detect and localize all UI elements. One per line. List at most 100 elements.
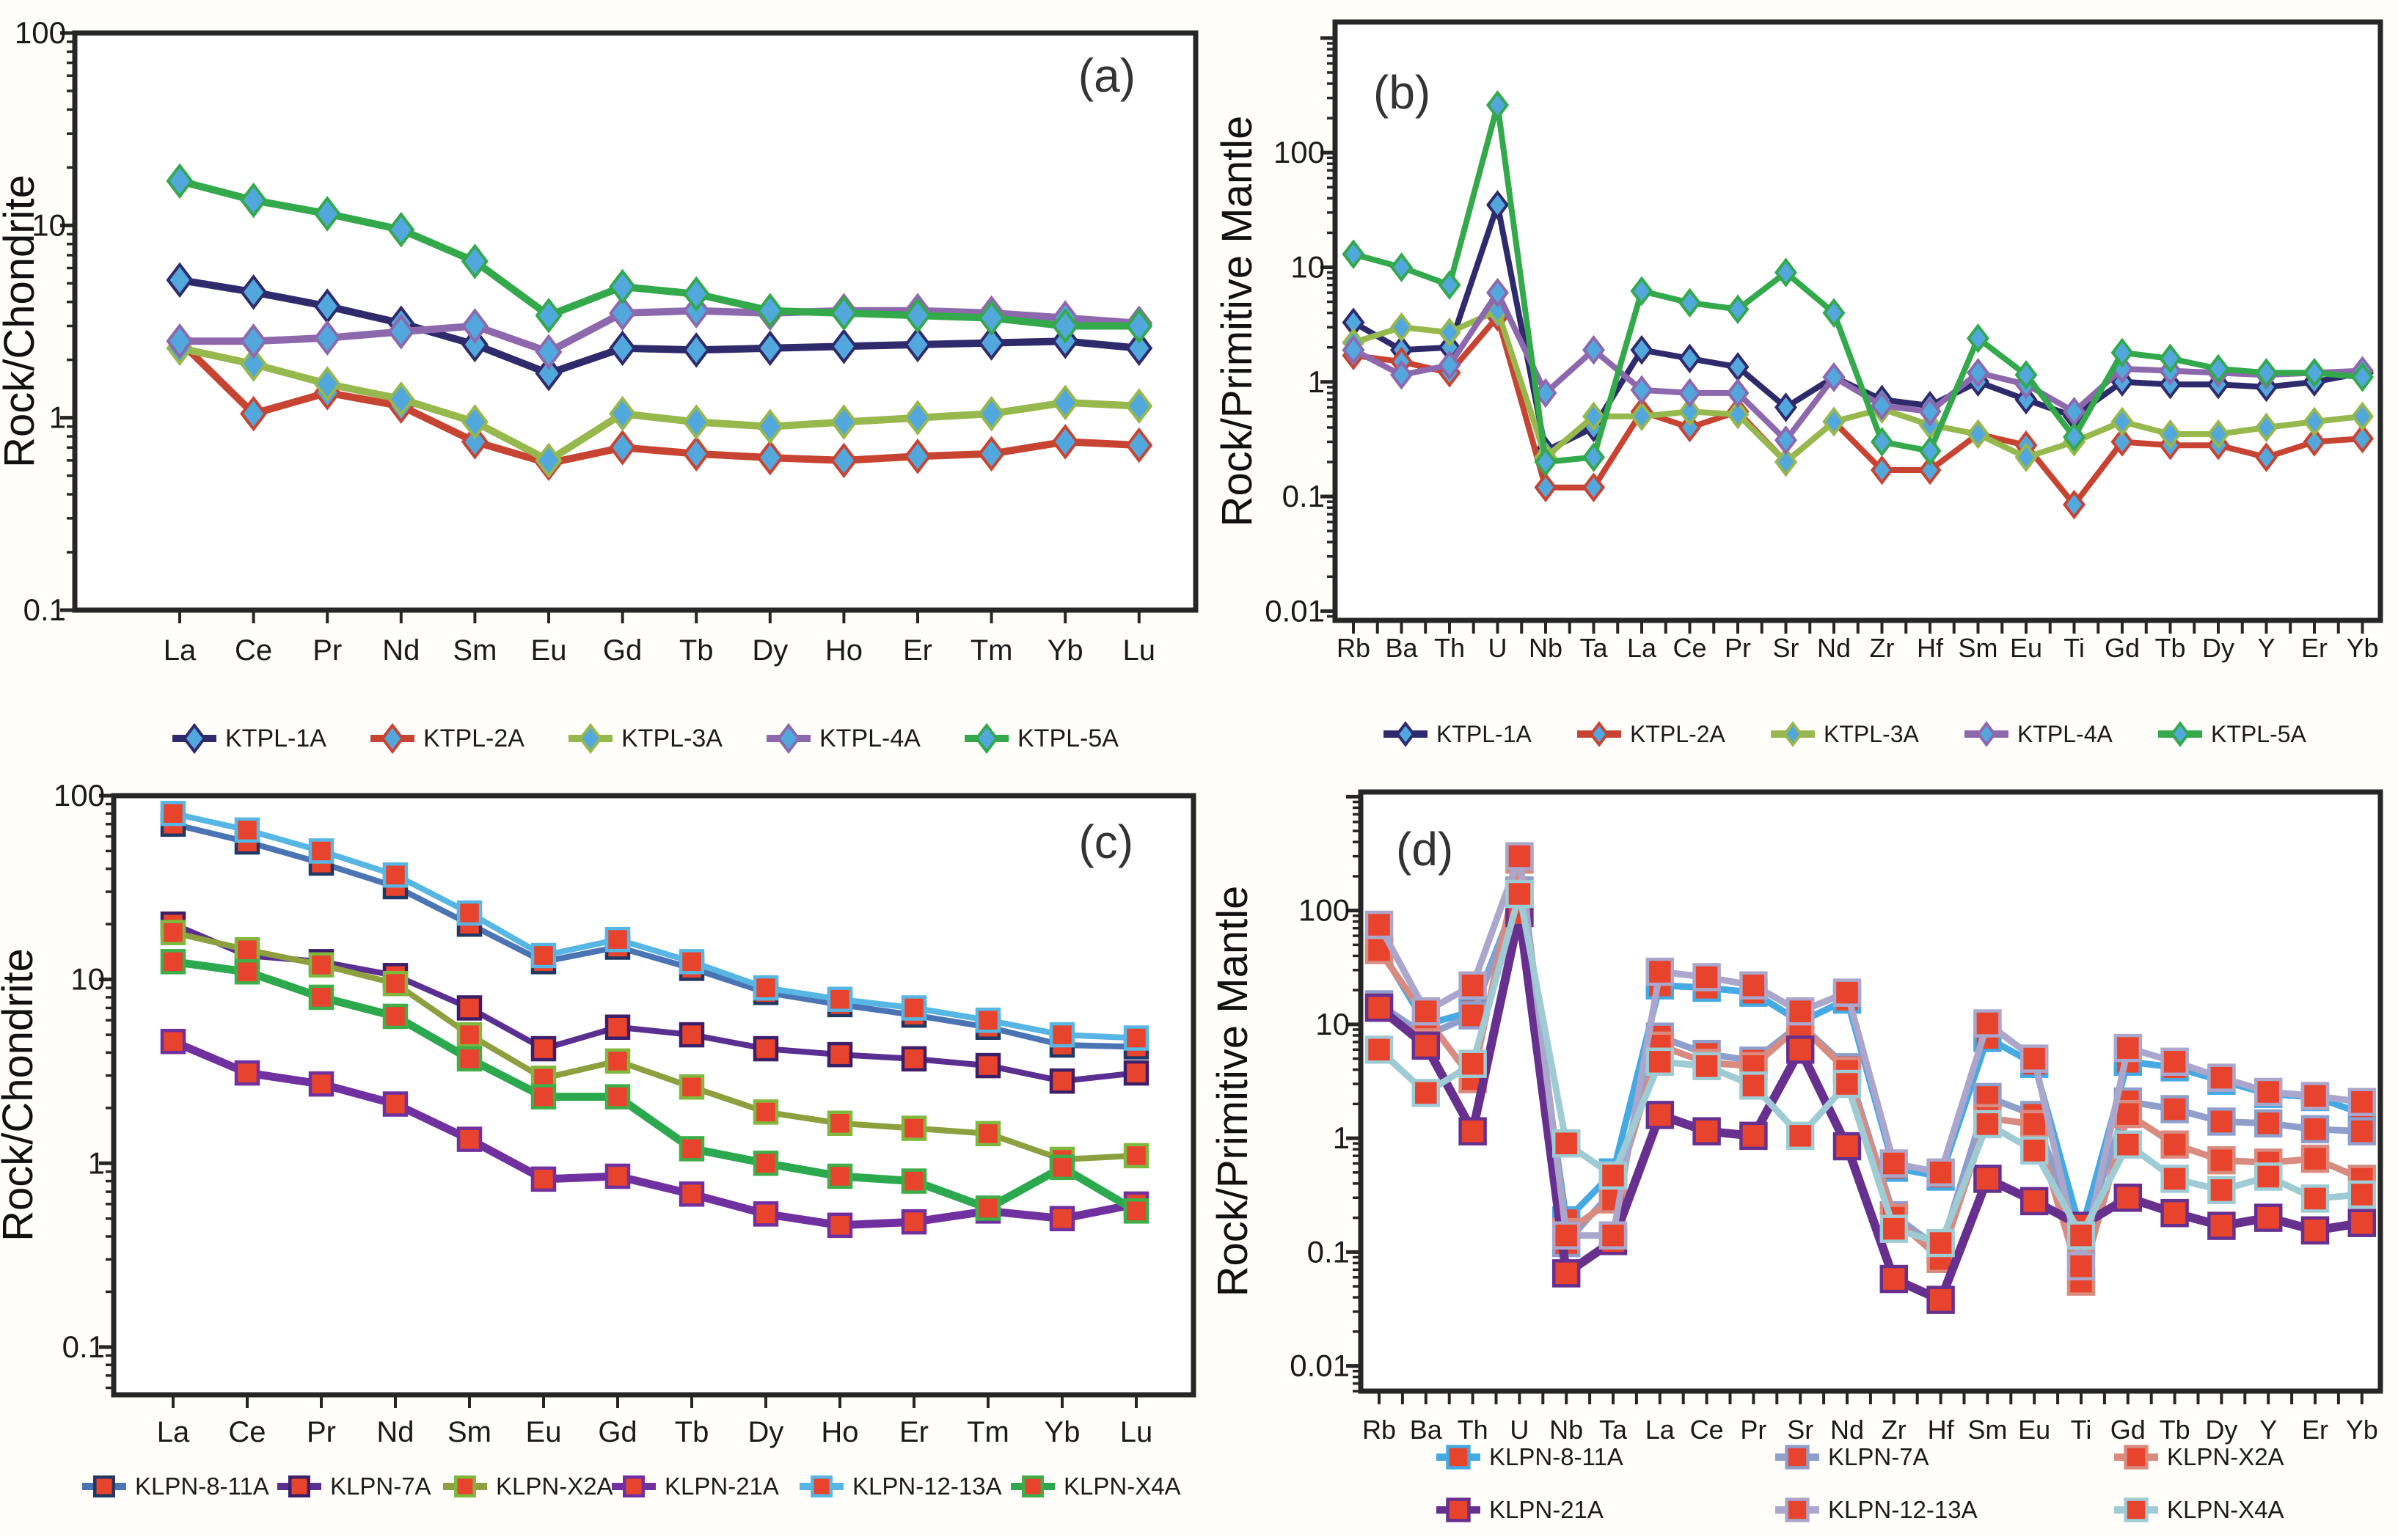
marker-KLPN-12-13A <box>753 975 779 1001</box>
marker-KLPN-X2A <box>753 1099 779 1125</box>
marker-KLPN-X4A <box>827 1163 853 1189</box>
x-tick-label-Sm: Sm <box>1967 1415 2007 1445</box>
x-tick-label-Tb: Tb <box>2154 633 2185 663</box>
marker-KLPN-12-13A <box>1973 1009 2002 1038</box>
x-tick-label-Ce: Ce <box>1690 1415 1724 1445</box>
marker-KTPL-4A <box>1582 334 1606 365</box>
series-line-KLPN-21A <box>1375 909 2366 1305</box>
marker-KTPL-4A <box>535 334 563 370</box>
marker-KLPN-X4A <box>1364 1035 1394 1064</box>
marker-KTPL-4A <box>776 722 801 755</box>
marker-KTPL-3A <box>2158 419 2182 450</box>
x-tick-label-Th: Th <box>1434 633 1465 663</box>
x-tick-label-Nd: Nd <box>376 1416 414 1448</box>
marker-KTPL-3A <box>2350 401 2375 432</box>
marker-KLPN-12-13A <box>160 801 186 826</box>
marker-KTPL-1A <box>166 262 194 298</box>
marker-KLPN-12-13A <box>1123 1025 1149 1051</box>
marker-KTPL-5A <box>2350 362 2375 392</box>
legend-item-KTPL-1A: KTPL-1A <box>1383 721 1532 747</box>
marker-KLPN-21A <box>1049 1206 1075 1231</box>
y-tick-label: 0.1 <box>1307 1234 1350 1269</box>
marker-KLPN-X4A <box>2300 1184 2330 1213</box>
x-tick-label-Eu: Eu <box>531 634 567 667</box>
marker-KTPL-4A <box>461 308 489 344</box>
marker-KTPL-3A <box>2303 406 2326 437</box>
legend-label-KLPN-8-11A: KLPN-8-11A <box>135 1473 269 1500</box>
marker-KLPN-21A <box>2160 1198 2189 1228</box>
marker-KLPN-X2A <box>2207 1145 2236 1175</box>
marker-KTPL-3A <box>904 400 932 436</box>
legend-item-KLPN-X2A: KLPN-X2A <box>2114 1443 2284 1470</box>
legend-label-KLPN-21A: KLPN-21A <box>1489 1496 1604 1523</box>
marker-KLPN-X4A <box>1739 1071 1768 1100</box>
marker-KTPL-3A <box>682 404 710 440</box>
marker-KTPL-3A <box>535 442 563 479</box>
marker-KTPL-4A <box>1726 378 1750 408</box>
marker-KLPN-X4A <box>2124 1497 2149 1522</box>
marker-KLPN-X4A <box>1879 1214 1909 1243</box>
y-tick-label: 100 <box>54 778 105 813</box>
marker-KLPN-X2A <box>454 1475 476 1497</box>
marker-KTPL-2A <box>1125 427 1153 463</box>
marker-KTPL-5A <box>1051 308 1079 344</box>
marker-KLPN-12-13A <box>234 817 260 843</box>
marker-KLPN-12-13A <box>1364 910 1394 939</box>
marker-KLPN-7A <box>753 1035 779 1062</box>
legend-item-KLPN-X2A: KLPN-X2A <box>443 1473 613 1500</box>
y-tick-label: 0.1 <box>23 593 66 627</box>
series-line-KLPN-X4A <box>1375 890 2366 1247</box>
y-tick-label: 0.1 <box>1282 479 1325 513</box>
marker-KLPN-7A <box>1123 1060 1149 1086</box>
x-tick-label-Ce: Ce <box>235 634 272 667</box>
marker-KTPL-5A <box>1342 239 1365 269</box>
x-tick-label-Pr: Pr <box>1725 633 1751 663</box>
x-tick-label-Eu: Eu <box>526 1416 562 1448</box>
marker-KLPN-X4A <box>2347 1180 2377 1209</box>
marker-KLPN-X4A <box>2066 1221 2096 1250</box>
x-tick-label-Ho: Ho <box>821 1416 858 1448</box>
legend-item-KLPN-X4A: KLPN-X4A <box>2114 1496 2284 1523</box>
y-tick-label: 1 <box>49 400 66 435</box>
marker-KTPL-2A <box>1534 472 1557 502</box>
marker-KTPL-3A <box>1582 401 1606 432</box>
marker-KTPL-5A <box>2254 358 2278 388</box>
marker-KLPN-X4A <box>1785 1121 1815 1151</box>
marker-KLPN-X4A <box>679 1136 705 1162</box>
marker-KTPL-5A <box>2170 721 2190 747</box>
legend-label-KLPN-12-13A: KLPN-12-13A <box>852 1473 1002 1500</box>
y-tick-label: 0.01 <box>1290 1349 1350 1383</box>
marker-KTPL-5A <box>166 163 194 199</box>
marker-KTPL-3A <box>1051 384 1079 421</box>
marker-KLPN-X4A <box>901 1168 927 1194</box>
x-tick-label-Gd: Gd <box>598 1416 637 1448</box>
marker-KTPL-2A <box>904 439 932 474</box>
marker-KTPL-5A <box>904 297 932 334</box>
marker-KTPL-3A <box>1822 406 1846 437</box>
x-tick-label-Tb: Tb <box>675 1416 709 1448</box>
y-tick-label: 0.01 <box>1265 593 1325 628</box>
marker-KLPN-12-13A <box>975 1007 1001 1033</box>
x-tick-label-Zr: Zr <box>1882 1415 1907 1445</box>
marker-KLPN-7A <box>604 1014 631 1040</box>
marker-KLPN-12-13A <box>1692 963 1721 991</box>
x-tick-label-Ta: Ta <box>1599 1415 1628 1445</box>
x-tick-label-Pr: Pr <box>312 634 342 667</box>
x-tick-label-Y: Y <box>2257 633 2275 663</box>
marker-KTPL-3A <box>756 408 784 444</box>
marker-KTPL-1A <box>1678 343 1702 374</box>
marker-KTPL-3A <box>978 395 1006 432</box>
marker-KTPL-4A <box>1870 390 1894 421</box>
marker-KTPL-4A <box>609 295 637 331</box>
marker-KTPL-2A <box>830 442 858 479</box>
marker-KLPN-21A <box>2019 1187 2049 1216</box>
y-tick-label: 0.1 <box>62 1330 105 1364</box>
y-axis-title-c: Rock/Chondrite <box>0 948 42 1242</box>
marker-KLPN-12-13A <box>901 995 927 1021</box>
marker-KTPL-5A <box>535 297 563 334</box>
marker-KLPN-7A <box>2347 1117 2377 1145</box>
marker-KTPL-1A <box>2014 384 2038 415</box>
marker-KLPN-7A <box>827 1041 853 1068</box>
marker-KTPL-4A <box>1966 358 1990 388</box>
marker-KTPL-3A <box>2014 442 2038 472</box>
